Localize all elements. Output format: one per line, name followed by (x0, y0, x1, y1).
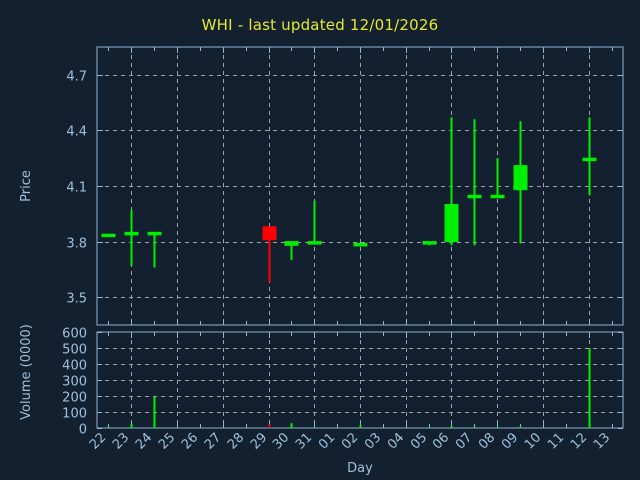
candlestick (284, 241, 299, 261)
chart-title: WHI - last updated 12/01/2026 (201, 16, 439, 34)
candle-body (353, 242, 368, 247)
volume-tick-label: 100 (62, 407, 87, 422)
x-tick-label: 07 (453, 430, 475, 452)
x-tick-label: 31 (293, 430, 315, 452)
price-tick-label: 4.7 (66, 70, 87, 85)
volume-tick-label: 500 (62, 343, 87, 358)
x-tick-label: 03 (362, 430, 384, 452)
candle-body (262, 226, 277, 241)
x-tick-label: 26 (179, 430, 201, 452)
candle-body (101, 233, 116, 238)
candlestick (307, 200, 322, 245)
candlestick (582, 117, 597, 196)
candlestick (513, 121, 528, 244)
candlestick (467, 119, 482, 246)
x-tick-label: 28 (225, 430, 247, 452)
candle-body (582, 157, 597, 162)
x-tick-label: 27 (202, 430, 224, 452)
volume-tick-label: 200 (62, 391, 87, 406)
candle-body (513, 165, 528, 191)
candle-body (422, 241, 437, 245)
volume-tick-label: 600 (62, 327, 87, 342)
candle-body (490, 194, 505, 199)
candlestick (490, 158, 505, 199)
x-tick-label: 08 (476, 430, 498, 452)
candle-body (284, 241, 299, 246)
volume-tick-label: 0 (79, 423, 87, 438)
candle-body (307, 241, 322, 245)
x-tick-label: 05 (408, 430, 430, 452)
candlestick (147, 231, 162, 268)
price-tick-label: 3.5 (66, 292, 87, 307)
x-tick-label: 10 (522, 430, 544, 452)
x-tick-label: 22 (87, 430, 109, 452)
price-axis-label: Price (19, 170, 34, 202)
x-tick-label: 06 (430, 430, 452, 452)
x-tick-label: 29 (248, 430, 270, 452)
candlestick (124, 210, 139, 266)
candle-body (147, 231, 162, 236)
volume-tick-label: 300 (62, 375, 87, 390)
x-tick-label: 30 (270, 430, 292, 452)
x-tick-label: 24 (133, 430, 155, 452)
candle-body (467, 194, 482, 199)
volume-axis-label: Volume (0000) (19, 324, 34, 420)
candle-body (444, 204, 459, 243)
volume-tick-label: 400 (62, 359, 87, 374)
price-tick-label: 4.1 (66, 181, 87, 196)
candlestick (353, 242, 368, 247)
x-tick-label: 04 (385, 430, 407, 452)
x-axis-label: Day (347, 461, 373, 476)
candlestick (262, 226, 277, 283)
price-tick-label: 4.4 (66, 125, 87, 140)
x-tick-label: 11 (545, 430, 567, 452)
x-tick-label: 02 (339, 430, 361, 452)
x-tick-label: 12 (568, 430, 590, 452)
x-tick-label: 25 (156, 430, 178, 452)
candlestick (422, 241, 437, 246)
x-tick-label: 23 (110, 430, 132, 452)
x-tick-label: 09 (499, 430, 521, 452)
x-tick-label: 01 (316, 430, 338, 452)
candle-body (124, 231, 139, 236)
candlestick (444, 117, 459, 246)
x-tick-label: 13 (591, 430, 613, 452)
price-tick-label: 3.8 (66, 237, 87, 252)
candlestick (101, 233, 116, 238)
